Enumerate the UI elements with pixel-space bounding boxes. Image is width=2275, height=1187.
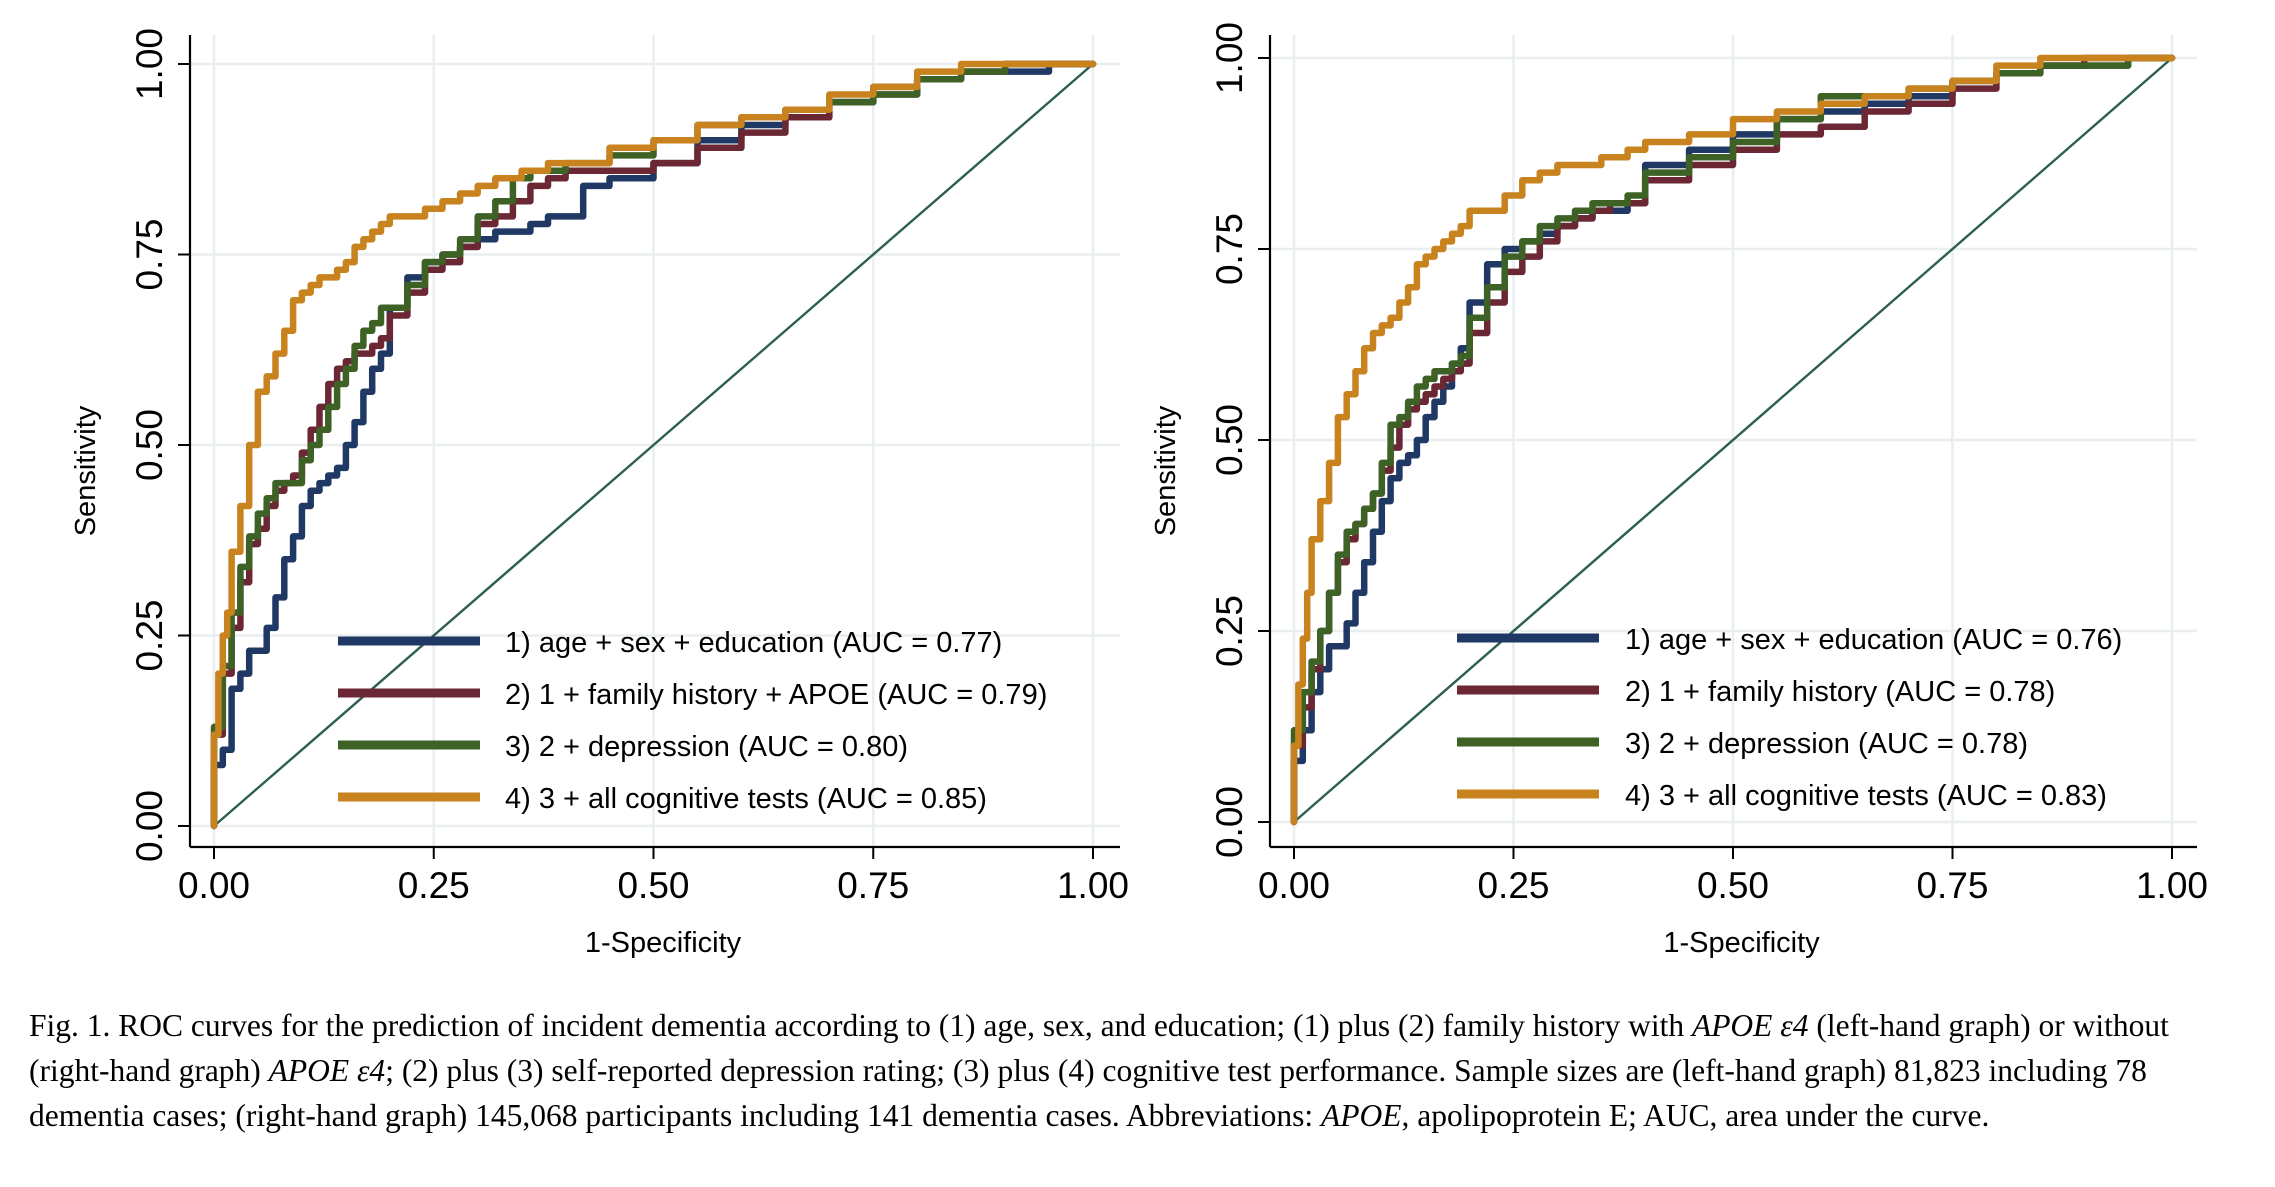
x-tick-label: 0.25 (1477, 865, 1549, 906)
legend-label-3: 3) 2 + depression (AUC = 0.78) (1625, 728, 2028, 760)
roc-series-line-1 (1290, 54, 2176, 826)
roc-charts: 0.00 0.25 0.50 0.75 1.00 0.00 0.25 0.50 0.75 1.00… (70, 22, 2208, 959)
legend-label-1: 1) age + sex + education (AUC = 0.76) (1625, 624, 2122, 656)
legend-label-1: 1) age + sex + education (AUC = 0.77) (505, 627, 1002, 659)
legend-label-3: 3) 2 + depression (AUC = 0.80) (505, 731, 908, 763)
x-axis-title: 1-Specificity (1663, 927, 1820, 959)
y-tick-label: 0.50 (129, 409, 170, 481)
x-tick-label: 0.50 (617, 865, 689, 906)
caption-apoe-1: APOE ε4 (1691, 1008, 1809, 1043)
figure-caption: Fig. 1. ROC curves for the prediction of… (29, 1003, 2254, 1138)
roc-series-line-4 (1290, 54, 2176, 826)
x-tick-label: 1.00 (2136, 865, 2208, 906)
x-tick-label: 0.75 (837, 865, 909, 906)
caption-apoe-3: APOE (1321, 1098, 1402, 1133)
x-tick-label: 0.00 (178, 865, 250, 906)
y-tick-label: 0.50 (1209, 404, 1250, 476)
x-tick-label: 0.50 (1697, 865, 1769, 906)
caption-text-1: Fig. 1. ROC curves for the prediction of… (29, 1008, 1692, 1043)
y-tick-label: 1.00 (1209, 22, 1250, 94)
legend-label-4: 4) 3 + all cognitive tests (AUC = 0.85) (505, 783, 987, 815)
roc-series-line-2 (210, 60, 1097, 830)
x-axis-title: 1-Specificity (585, 927, 742, 959)
roc-chart-1: 0.00 0.25 0.50 0.75 1.00 0.00 0.25 0.50 0.75 1.00… (70, 28, 1129, 959)
legend-label-2: 2) 1 + family history + APOE (AUC = 0.79… (505, 679, 1047, 711)
y-tick-label: 1.00 (129, 28, 170, 100)
x-tick-label: 0.00 (1258, 865, 1330, 906)
y-axis-title: Sensitivity (70, 405, 102, 536)
y-tick-label: 0.75 (1209, 213, 1250, 285)
y-tick-label: 0.25 (129, 599, 170, 671)
caption-apoe-2: APOE ε4 (268, 1053, 386, 1088)
roc-series-line-4 (210, 60, 1097, 830)
legend-label-2: 2) 1 + family history (AUC = 0.78) (1625, 676, 2055, 708)
reference-diagonal-line (1293, 57, 2173, 823)
y-tick-label: 0.00 (129, 790, 170, 862)
y-tick-label: 0.25 (1209, 595, 1250, 667)
caption-text-2: (left-hand graph) or without (right-hand… (29, 1008, 2169, 1088)
y-axis-title: Sensitivity (1150, 405, 1182, 536)
caption-text-4: , apolipoprotein E; AUC, area under the … (1401, 1098, 1990, 1133)
legend-label-4: 4) 3 + all cognitive tests (AUC = 0.83) (1625, 780, 2107, 812)
roc-chart-2: 0.00 0.25 0.50 0.75 1.00 0.00 0.25 0.50 0.75 1.00… (1150, 22, 2208, 959)
x-tick-label: 0.25 (398, 865, 470, 906)
y-tick-label: 0.00 (1209, 786, 1250, 858)
y-tick-label: 0.75 (129, 218, 170, 290)
caption-text-3: ; (2) plus (3) self-reported depression … (29, 1053, 2147, 1133)
x-tick-label: 1.00 (1057, 865, 1129, 906)
reference-diagonal-line (213, 63, 1094, 827)
x-tick-label: 0.75 (1916, 865, 1988, 906)
